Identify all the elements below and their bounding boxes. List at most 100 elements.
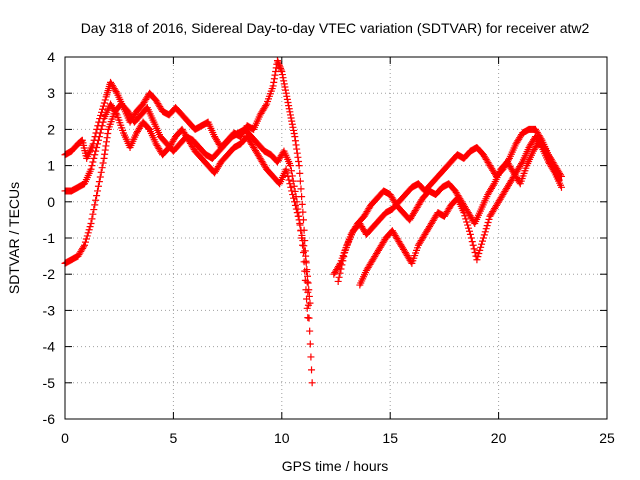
data-point <box>294 205 302 213</box>
data-point <box>306 327 314 335</box>
data-point <box>465 227 473 235</box>
data-point <box>298 234 306 242</box>
y-tick-label: 3 <box>47 85 55 101</box>
data-point <box>285 176 293 184</box>
data-point <box>88 215 96 223</box>
y-tick-label: 2 <box>47 121 55 137</box>
data-point <box>291 187 299 195</box>
data-point <box>303 295 311 303</box>
data-point <box>272 67 280 75</box>
data-point <box>82 235 90 243</box>
data-point <box>291 201 299 209</box>
series-track-a <box>61 57 316 387</box>
data-point <box>301 276 309 284</box>
data-point <box>478 240 486 248</box>
data-point <box>95 178 103 186</box>
data-point <box>89 158 97 166</box>
series-track-f <box>356 133 565 289</box>
x-tick-label: 0 <box>61 430 69 446</box>
data-point <box>270 78 278 86</box>
data-point <box>461 212 469 220</box>
data-point <box>94 140 102 148</box>
series-track-e <box>334 136 563 285</box>
data-point <box>467 234 475 242</box>
data-point <box>307 353 315 361</box>
data-point <box>101 96 109 104</box>
data-point <box>91 201 99 209</box>
data-point <box>308 379 316 387</box>
data-point <box>286 111 294 119</box>
data-point <box>481 228 489 236</box>
data-point <box>275 60 283 68</box>
data-point <box>337 265 345 273</box>
chart-title: Day 318 of 2016, Sidereal Day-to-day VTE… <box>81 20 590 36</box>
y-tick-label: 1 <box>47 158 55 174</box>
data-point <box>289 123 297 131</box>
data-point <box>290 182 298 190</box>
x-tick-label: 5 <box>170 430 178 446</box>
data-point <box>489 181 497 189</box>
data-point <box>93 144 101 151</box>
data-point <box>302 252 310 260</box>
data-point <box>275 61 283 69</box>
data-point <box>85 226 93 234</box>
data-point <box>466 230 474 238</box>
data-point <box>262 102 270 110</box>
data-point <box>299 248 307 256</box>
data-point <box>297 227 305 235</box>
data-point <box>288 117 296 125</box>
data-points <box>61 57 565 387</box>
data-point <box>537 142 545 150</box>
data-point <box>278 71 286 79</box>
series-track-c <box>61 100 312 322</box>
data-point <box>86 223 94 231</box>
data-point <box>278 67 286 75</box>
data-point <box>93 192 101 200</box>
data-point <box>269 82 277 90</box>
data-point <box>460 209 468 217</box>
data-point <box>112 88 120 96</box>
data-point <box>296 169 304 177</box>
data-point <box>300 258 308 266</box>
data-point <box>295 162 303 170</box>
data-point <box>464 221 472 229</box>
axes: -6 -5 -4 -3 -2 -1 0 1 2 3 4 0 5 10 15 20 25 <box>43 49 615 446</box>
data-point <box>468 238 476 246</box>
data-point <box>273 57 281 65</box>
data-point <box>271 71 279 79</box>
y-tick-label: -2 <box>43 266 56 282</box>
data-point <box>462 215 470 223</box>
data-point <box>295 157 303 165</box>
data-point <box>92 196 100 204</box>
data-point <box>98 105 106 113</box>
data-point <box>301 267 309 275</box>
y-tick-label: 4 <box>47 49 55 65</box>
data-point <box>476 246 484 254</box>
data-point <box>287 114 295 122</box>
data-point <box>99 159 107 167</box>
data-point <box>478 237 486 245</box>
x-tick-label: 25 <box>599 430 615 446</box>
data-point <box>463 218 471 226</box>
y-tick-label: -3 <box>43 302 56 318</box>
data-point <box>98 164 106 172</box>
data-point <box>104 130 112 138</box>
data-point <box>339 257 347 265</box>
data-point <box>298 200 306 208</box>
data-point <box>293 198 301 206</box>
data-point <box>283 92 291 100</box>
data-point <box>292 141 300 149</box>
data-point <box>480 231 488 239</box>
data-point <box>97 168 105 176</box>
data-point <box>287 183 295 191</box>
data-point <box>102 142 110 150</box>
y-tick-label: -4 <box>43 339 56 355</box>
data-point <box>88 162 96 170</box>
data-point <box>280 77 288 85</box>
data-point <box>94 182 102 190</box>
x-tick-label: 15 <box>382 430 398 446</box>
data-point <box>473 256 481 264</box>
data-point <box>301 247 309 255</box>
x-tick-label: 10 <box>274 430 290 446</box>
